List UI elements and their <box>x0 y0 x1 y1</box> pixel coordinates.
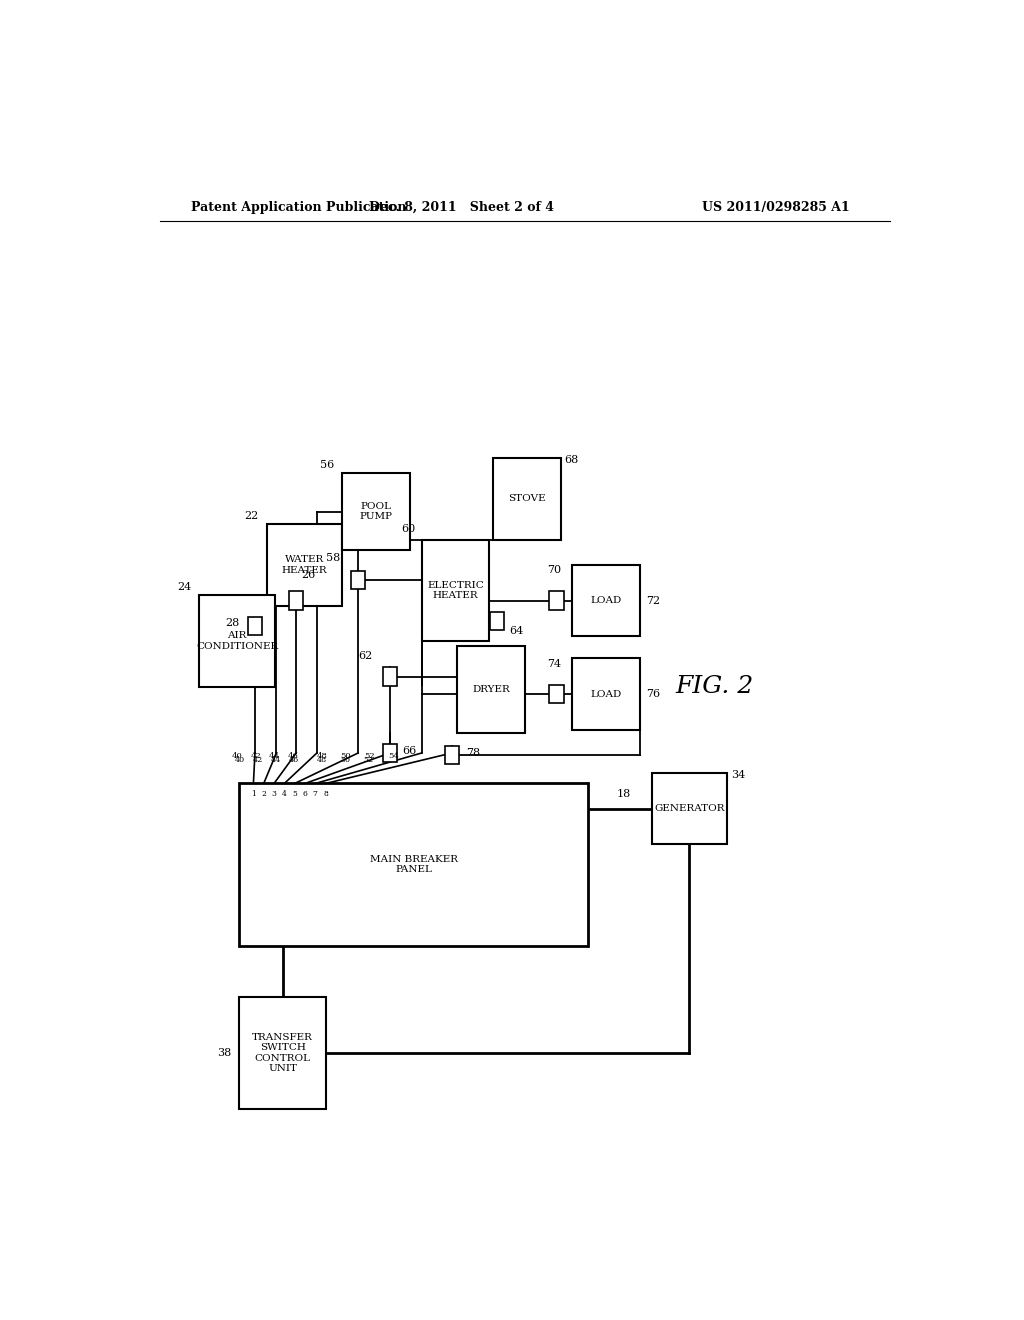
Text: 46: 46 <box>288 752 298 760</box>
Text: 40: 40 <box>234 756 245 764</box>
Text: 58: 58 <box>327 553 341 562</box>
Text: ELECTRIC
HEATER: ELECTRIC HEATER <box>427 581 483 601</box>
Text: 50: 50 <box>340 756 350 764</box>
Bar <box>383 668 397 685</box>
Text: LOAD: LOAD <box>591 597 622 605</box>
Text: GENERATOR: GENERATOR <box>654 804 725 813</box>
Bar <box>572 659 640 730</box>
Text: 4: 4 <box>282 789 287 797</box>
Text: 50: 50 <box>341 752 351 760</box>
Bar <box>342 474 410 549</box>
Text: 56: 56 <box>321 461 334 470</box>
Text: 78: 78 <box>466 748 480 758</box>
Bar <box>248 616 262 635</box>
Text: 74: 74 <box>547 659 561 669</box>
Text: MAIN BREAKER
PANEL: MAIN BREAKER PANEL <box>370 855 458 874</box>
Text: 3: 3 <box>271 789 276 797</box>
Text: 44: 44 <box>270 756 281 764</box>
Text: 64: 64 <box>509 626 523 636</box>
Bar <box>351 572 366 589</box>
Text: 26: 26 <box>301 570 315 581</box>
Text: 76: 76 <box>646 689 660 700</box>
Text: 68: 68 <box>564 455 579 465</box>
Text: 6: 6 <box>302 789 307 797</box>
Bar <box>289 591 303 610</box>
Text: 66: 66 <box>401 746 416 756</box>
Text: 46: 46 <box>289 756 299 764</box>
Text: 62: 62 <box>358 651 373 661</box>
Bar <box>550 685 563 704</box>
Bar <box>267 524 342 606</box>
Text: 24: 24 <box>177 582 191 593</box>
Text: Dec. 8, 2011   Sheet 2 of 4: Dec. 8, 2011 Sheet 2 of 4 <box>369 201 554 214</box>
Text: FIG. 2: FIG. 2 <box>676 676 754 698</box>
Bar <box>240 997 327 1109</box>
Text: POOL
PUMP: POOL PUMP <box>359 502 392 521</box>
Bar <box>383 744 397 762</box>
Text: 8: 8 <box>324 789 328 797</box>
Text: 40: 40 <box>231 752 242 760</box>
Text: DRYER: DRYER <box>472 685 510 694</box>
Text: 38: 38 <box>217 1048 231 1057</box>
Bar <box>240 784 589 946</box>
Text: 34: 34 <box>731 771 745 780</box>
Text: LOAD: LOAD <box>591 689 622 698</box>
Text: 5: 5 <box>292 789 297 797</box>
Text: AIR
CONDITIONER: AIR CONDITIONER <box>196 631 279 651</box>
Text: 48: 48 <box>316 756 327 764</box>
Text: TRANSFER
SWITCH
CONTROL
UNIT: TRANSFER SWITCH CONTROL UNIT <box>252 1032 313 1073</box>
Text: 7: 7 <box>313 789 317 797</box>
Text: 60: 60 <box>401 524 416 535</box>
Bar <box>489 611 504 630</box>
Bar <box>652 774 727 845</box>
Text: 2: 2 <box>261 789 266 797</box>
Bar <box>444 746 459 764</box>
Text: 42: 42 <box>251 752 261 760</box>
Text: WATER
HEATER: WATER HEATER <box>282 556 328 574</box>
Text: Patent Application Publication: Patent Application Publication <box>191 201 407 214</box>
Bar <box>572 565 640 636</box>
Text: 42: 42 <box>253 756 263 764</box>
Bar <box>550 591 563 610</box>
Text: 28: 28 <box>225 618 240 628</box>
Bar <box>200 595 274 686</box>
Text: 70: 70 <box>547 565 561 576</box>
Text: 54: 54 <box>388 752 399 760</box>
Text: 52: 52 <box>365 752 376 760</box>
Text: 1: 1 <box>251 789 256 797</box>
Bar <box>422 540 489 642</box>
Text: 72: 72 <box>646 595 660 606</box>
Text: 48: 48 <box>316 752 327 760</box>
Text: 18: 18 <box>616 789 631 799</box>
Text: 44: 44 <box>268 752 280 760</box>
Text: 52: 52 <box>364 756 374 764</box>
Text: 54: 54 <box>386 756 396 764</box>
Text: STOVE: STOVE <box>508 495 546 503</box>
Bar <box>494 458 560 540</box>
Text: 22: 22 <box>245 511 259 521</box>
Bar <box>458 647 524 733</box>
Text: US 2011/0298285 A1: US 2011/0298285 A1 <box>702 201 850 214</box>
